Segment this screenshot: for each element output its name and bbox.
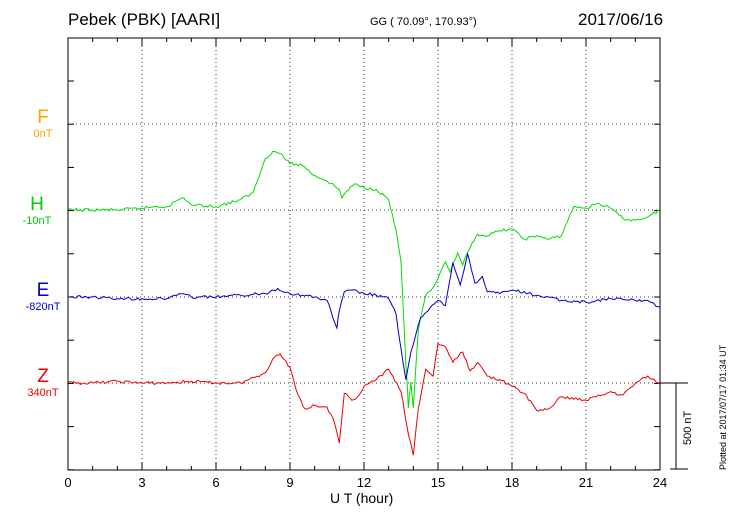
x-tick-label: 15 bbox=[431, 475, 445, 490]
scale-bar bbox=[660, 382, 688, 470]
x-tick-label: 12 bbox=[357, 475, 371, 490]
scale-label: 500 nT bbox=[682, 410, 694, 445]
ticks: 0 3 6 9 12 15 18 21 24 bbox=[64, 38, 667, 490]
x-tick-label: 9 bbox=[286, 475, 293, 490]
legend-F-name: F bbox=[37, 107, 49, 128]
x-tick-label: 6 bbox=[212, 475, 219, 490]
grid bbox=[68, 38, 660, 470]
date-label: 2017/06/16 bbox=[578, 10, 664, 29]
x-tick-label: 24 bbox=[653, 475, 667, 490]
legend-Z: Z 340nT bbox=[8, 367, 78, 400]
x-tick-label: 0 bbox=[64, 475, 71, 490]
station-title: Pebek (PBK) [AARI] bbox=[68, 10, 221, 29]
legend-H-name: H bbox=[30, 194, 44, 215]
legend-F: F 0nT bbox=[8, 108, 78, 141]
x-axis-label: U T (hour) bbox=[330, 490, 394, 506]
series-lines bbox=[67, 151, 661, 456]
x-tick-label: 21 bbox=[579, 475, 593, 490]
coordinates-label: GG ( 70.09°, 170.93°) bbox=[370, 16, 477, 28]
legend-E-name: E bbox=[36, 280, 50, 301]
legend-Z-name: Z bbox=[37, 366, 49, 387]
legend-E: E -820nT bbox=[8, 281, 78, 314]
x-tick-label: 3 bbox=[138, 475, 145, 490]
legend-E-offset: -820nT bbox=[25, 301, 61, 313]
legend-H: H -10nT bbox=[2, 195, 72, 228]
plot-frame bbox=[67, 37, 661, 471]
x-tick-label: 18 bbox=[505, 475, 519, 490]
series-line-E bbox=[67, 252, 661, 380]
legend-F-offset: 0nT bbox=[33, 128, 53, 140]
series-line-H bbox=[67, 151, 661, 408]
legend-Z-offset: 340nT bbox=[27, 387, 59, 399]
series-line-Z bbox=[67, 342, 660, 456]
plotted-timestamp: Plotted at 2017/07/17 01:34 UT bbox=[718, 344, 728, 470]
legend-H-offset: -10nT bbox=[22, 215, 52, 227]
